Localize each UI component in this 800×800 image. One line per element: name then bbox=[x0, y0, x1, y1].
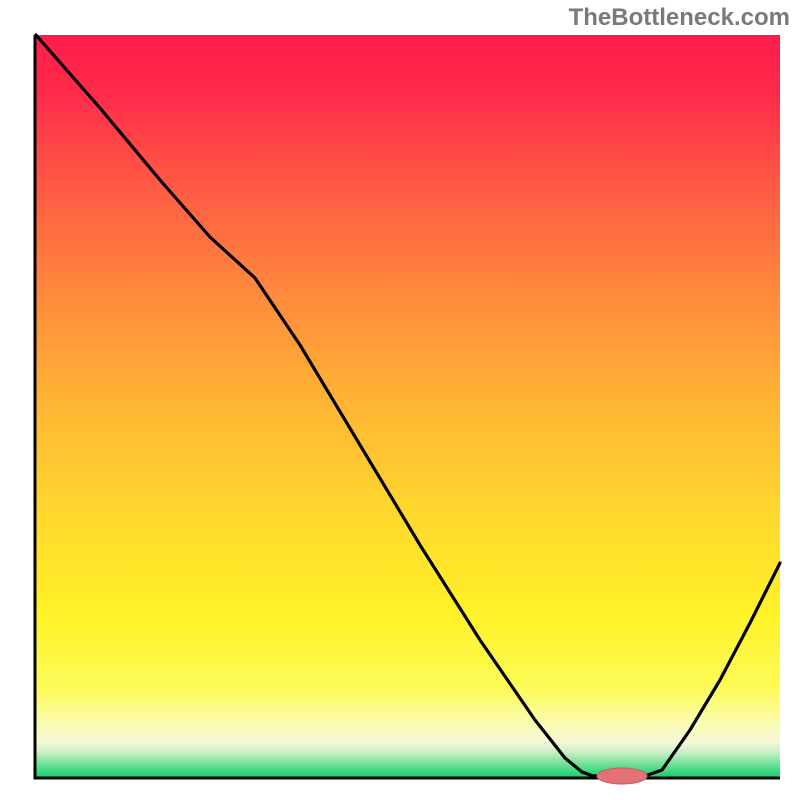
bottleneck-chart bbox=[0, 0, 800, 800]
chart-container: { "watermark": "TheBottleneck.com", "cha… bbox=[0, 0, 800, 800]
watermark-text: TheBottleneck.com bbox=[569, 4, 790, 32]
